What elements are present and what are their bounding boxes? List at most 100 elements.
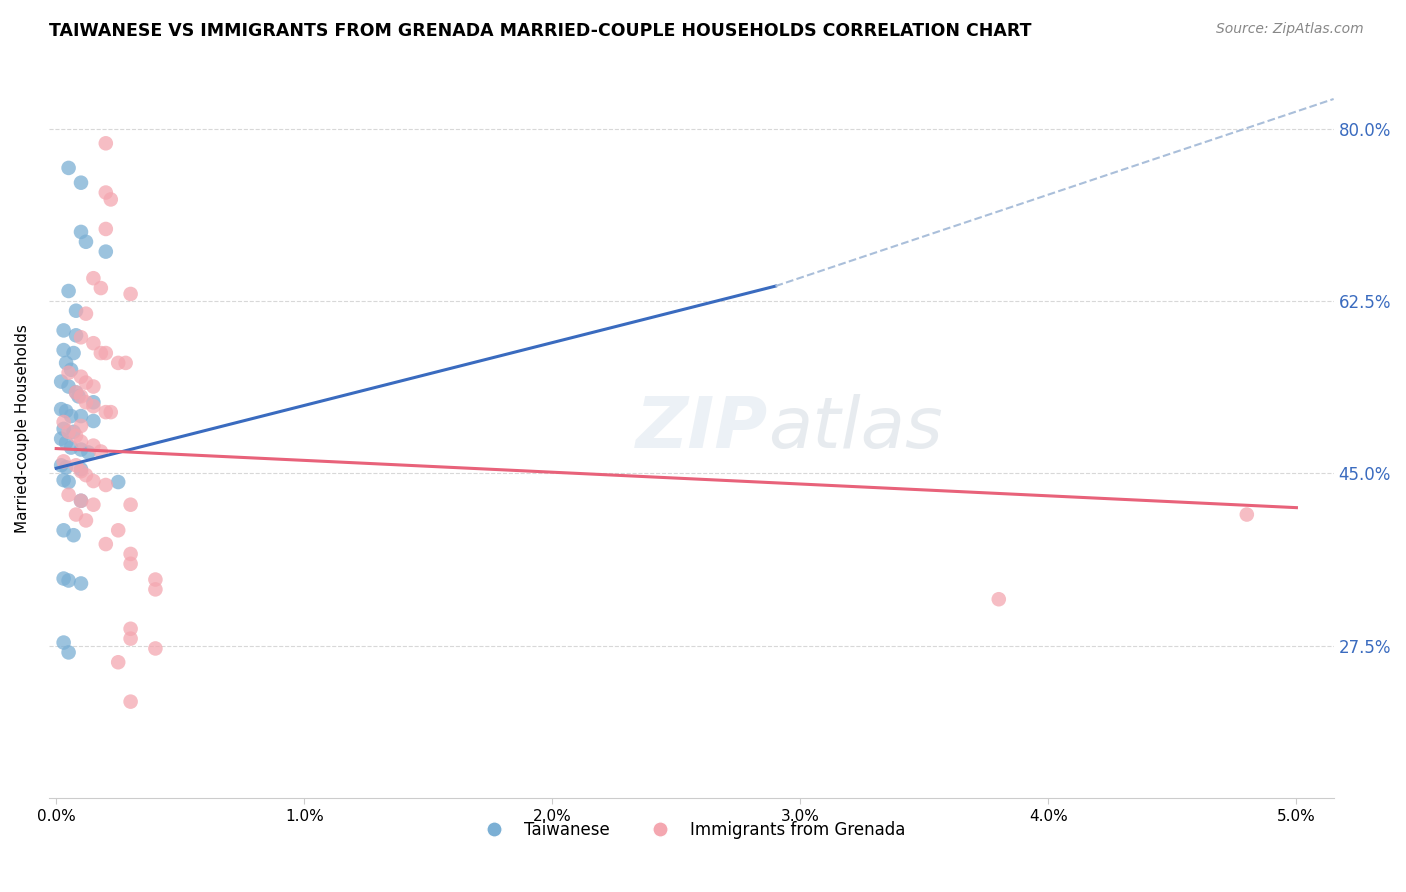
Point <box>70 176 93 190</box>
Point <box>1236 508 1258 522</box>
Point <box>52 473 75 487</box>
Point <box>120 632 142 646</box>
Point <box>120 287 142 301</box>
Point <box>90 281 112 295</box>
Point <box>65 385 87 400</box>
Point <box>58 379 80 393</box>
Point <box>75 307 97 321</box>
Point <box>49 375 72 389</box>
Point <box>52 635 75 649</box>
Point <box>55 356 77 370</box>
Point <box>90 346 112 360</box>
Point <box>114 356 136 370</box>
Point <box>70 225 93 239</box>
Point <box>120 547 142 561</box>
Point <box>58 488 80 502</box>
Point <box>65 429 87 443</box>
Point <box>55 460 77 475</box>
Point <box>52 422 75 436</box>
Point <box>49 402 72 417</box>
Point <box>100 405 122 419</box>
Point <box>52 524 75 538</box>
Point <box>70 369 93 384</box>
Point <box>94 405 117 419</box>
Point <box>82 474 104 488</box>
Point <box>107 475 129 489</box>
Point <box>70 409 93 423</box>
Point <box>120 557 142 571</box>
Point <box>94 346 117 360</box>
Point <box>82 336 104 351</box>
Point <box>82 414 104 428</box>
Point <box>987 592 1010 607</box>
Point <box>52 323 75 337</box>
Point <box>70 576 93 591</box>
Point <box>107 524 129 538</box>
Point <box>94 186 117 200</box>
Point <box>145 573 167 587</box>
Point <box>145 582 167 597</box>
Point <box>70 462 93 476</box>
Point <box>52 415 75 429</box>
Point <box>65 508 87 522</box>
Point <box>82 395 104 409</box>
Point <box>55 404 77 418</box>
Point <box>70 493 93 508</box>
Point <box>75 395 97 409</box>
Point <box>67 389 90 403</box>
Point <box>58 284 80 298</box>
Point <box>100 193 122 207</box>
Point <box>58 366 80 380</box>
Point <box>94 537 117 551</box>
Point <box>55 435 77 450</box>
Point <box>62 425 84 439</box>
Y-axis label: Married-couple Households: Married-couple Households <box>15 325 30 533</box>
Point <box>62 346 84 360</box>
Point <box>94 222 117 236</box>
Point <box>58 475 80 489</box>
Point <box>65 328 87 343</box>
Point <box>90 444 112 458</box>
Text: ZIP: ZIP <box>636 394 768 463</box>
Point <box>65 458 87 473</box>
Point <box>70 330 93 344</box>
Point <box>75 513 97 527</box>
Point <box>58 161 80 175</box>
Point <box>52 572 75 586</box>
Point <box>82 379 104 393</box>
Point <box>49 432 72 446</box>
Point <box>107 655 129 669</box>
Point <box>58 645 80 659</box>
Point <box>94 136 117 151</box>
Point <box>107 356 129 370</box>
Point <box>60 409 83 423</box>
Point <box>94 478 117 492</box>
Point <box>75 235 97 249</box>
Point <box>60 441 83 455</box>
Point <box>75 376 97 390</box>
Text: TAIWANESE VS IMMIGRANTS FROM GRENADA MARRIED-COUPLE HOUSEHOLDS CORRELATION CHART: TAIWANESE VS IMMIGRANTS FROM GRENADA MAR… <box>49 22 1032 40</box>
Point <box>52 343 75 357</box>
Point <box>65 385 87 400</box>
Point <box>70 493 93 508</box>
Point <box>65 303 87 318</box>
Point <box>62 528 84 542</box>
Legend: Taiwanese, Immigrants from Grenada: Taiwanese, Immigrants from Grenada <box>471 814 911 846</box>
Point <box>94 244 117 259</box>
Point <box>82 399 104 413</box>
Point <box>52 454 75 468</box>
Point <box>60 363 83 377</box>
Point <box>82 439 104 453</box>
Point <box>58 574 80 588</box>
Point <box>145 641 167 656</box>
Point <box>82 271 104 285</box>
Point <box>58 425 80 439</box>
Point <box>75 468 97 483</box>
Point <box>120 695 142 709</box>
Point <box>82 498 104 512</box>
Point <box>70 434 93 449</box>
Point <box>49 458 72 473</box>
Text: atlas: atlas <box>768 394 943 463</box>
Point <box>77 445 100 459</box>
Point <box>70 442 93 457</box>
